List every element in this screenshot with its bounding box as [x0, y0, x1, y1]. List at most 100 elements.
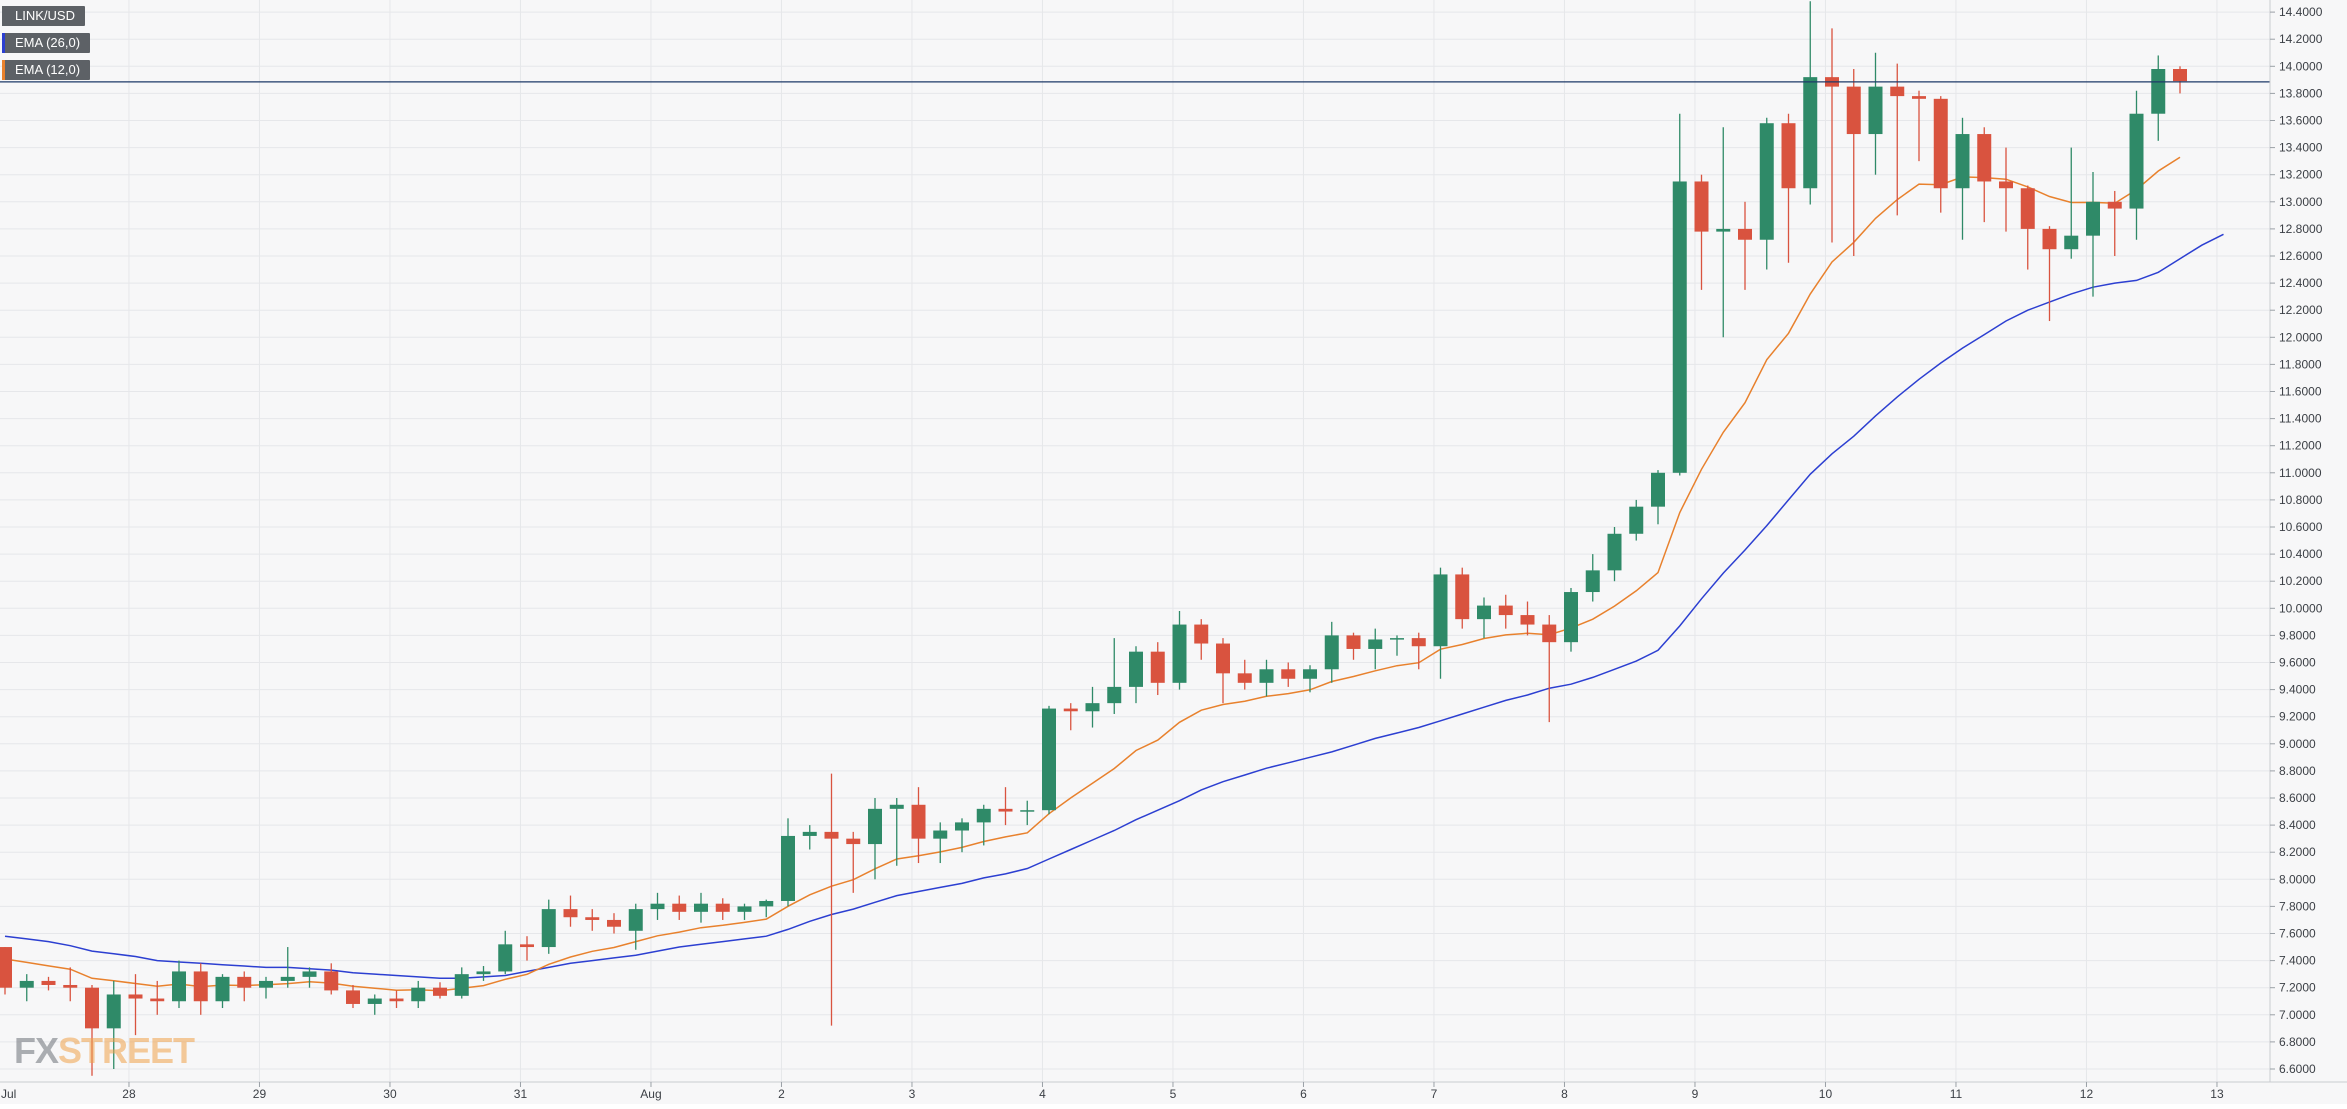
y-tick-label: 14.2000 [2279, 32, 2323, 46]
candle-body [1759, 123, 1774, 240]
candle-body [911, 804, 926, 839]
y-tick-label: 11.4000 [2279, 412, 2322, 426]
candle-body [998, 808, 1013, 812]
candle-body [1542, 624, 1557, 643]
y-tick-label: 9.4000 [2279, 683, 2316, 697]
candle-body [1520, 615, 1535, 625]
candle-body [1107, 686, 1122, 704]
legend-symbol-label: LINK/USD [15, 8, 75, 23]
legend-ema-26-swatch [2, 33, 5, 53]
ema-26-line [4, 233, 2224, 979]
candle-body [1999, 181, 2013, 189]
y-tick-label: 12.6000 [2279, 249, 2323, 263]
candle-body [2042, 228, 2057, 250]
candle-body [1672, 181, 1687, 473]
candle-body [498, 944, 513, 972]
candle-body [454, 974, 469, 996]
candle-body [280, 976, 295, 981]
candle-body [585, 917, 600, 920]
candle-body [215, 976, 230, 1002]
y-tick-label: 12.0000 [2279, 330, 2323, 344]
candle-body [106, 994, 121, 1029]
grid-lines [0, 0, 2270, 1082]
legend-ema-12[interactable]: EMA (12,0) [2, 60, 91, 80]
legend-symbol[interactable]: LINK/USD [2, 6, 85, 26]
candle-body [0, 947, 12, 988]
candle-body [1738, 228, 1752, 240]
candle-body [955, 822, 969, 831]
y-tick-label: 8.2000 [2279, 845, 2316, 859]
legend-ema-26[interactable]: EMA (26,0) [2, 33, 91, 53]
y-tick-label: 8.8000 [2279, 764, 2316, 778]
candle-body [172, 971, 186, 1002]
candle-body [128, 994, 143, 999]
candle-body [541, 909, 556, 948]
y-tick-label: 6.6000 [2279, 1062, 2316, 1076]
candle-body [367, 998, 382, 1004]
candle-body [976, 808, 991, 823]
candle-body [1912, 96, 1926, 99]
candle-body [1216, 643, 1230, 674]
candle-body [1933, 98, 1948, 189]
candle-body [259, 980, 273, 988]
legend-symbol-swatch [2, 6, 5, 26]
candle-body [1020, 810, 1035, 812]
candle-body [1324, 635, 1339, 670]
candle-body [302, 971, 317, 977]
candle-body [2173, 69, 2187, 82]
ema-12-layer [4, 156, 2181, 992]
price-axis[interactable]: 6.6000 6.8000 7.0000 7.2000 7.4000 7.6000 7.80… [2269, 0, 2347, 1104]
x-tick-label: 11 [1950, 1087, 1963, 1101]
x-tick-label: 3 [909, 1087, 916, 1101]
candle-body [1629, 506, 1644, 534]
candle-body [1890, 86, 1905, 97]
y-tick-label: 14.0000 [2279, 59, 2323, 73]
x-tick-label: 30 [383, 1087, 397, 1101]
candle-body [1651, 472, 1665, 507]
x-tick-label: 10 [1819, 1087, 1833, 1101]
candle-body [237, 976, 252, 988]
candle-body [520, 944, 534, 948]
candle-body [1194, 624, 1209, 644]
candle-body [802, 831, 817, 836]
candle-body [1390, 638, 1404, 640]
candle-body [85, 987, 99, 1029]
y-tick-label: 7.2000 [2279, 981, 2316, 995]
x-tick-label: Aug [640, 1087, 661, 1101]
time-axis[interactable]: Jul 28 29 30 31 Aug 2 3 4 5 6 7 8 9 10 11 12 13 [0, 1081, 2347, 1101]
x-tick-label: 13 [2210, 1087, 2224, 1101]
candle-body [715, 903, 730, 912]
candle-body [1585, 570, 1600, 593]
y-tick-label: 13.2000 [2279, 168, 2323, 182]
y-tick-label: 12.2000 [2279, 303, 2323, 317]
candle-body [1433, 574, 1448, 647]
legend-ema-26-label: EMA (26,0) [15, 35, 81, 50]
candle-body [672, 903, 687, 912]
y-tick-label: 11.8000 [2279, 357, 2322, 371]
y-tick-label: 10.2000 [2279, 574, 2323, 588]
x-tick-label: 29 [253, 1087, 267, 1101]
candle-body [150, 998, 165, 1002]
y-tick-label: 14.4000 [2279, 5, 2323, 19]
candle-body [781, 835, 795, 901]
y-tick-label: 13.8000 [2279, 86, 2323, 100]
y-tick-label: 6.8000 [2279, 1035, 2316, 1049]
y-tick-label: 13.6000 [2279, 114, 2323, 128]
candle-body [846, 838, 861, 845]
x-tick-label: 9 [1692, 1087, 1699, 1101]
candle-body [1346, 635, 1361, 649]
legend-ema-12-label: EMA (12,0) [15, 62, 81, 77]
candle-body [1955, 134, 1970, 189]
candle-body [1694, 181, 1709, 232]
candle-body [759, 900, 774, 907]
candle-body [1129, 651, 1143, 687]
candle-body [824, 831, 839, 839]
candle-body [1237, 673, 1252, 683]
y-tick-label: 7.6000 [2279, 927, 2316, 941]
x-tick-label: 28 [122, 1087, 136, 1101]
y-tick-label: 7.4000 [2279, 954, 2316, 968]
x-tick-label: 12 [2080, 1087, 2094, 1101]
candle-body [1411, 638, 1426, 647]
